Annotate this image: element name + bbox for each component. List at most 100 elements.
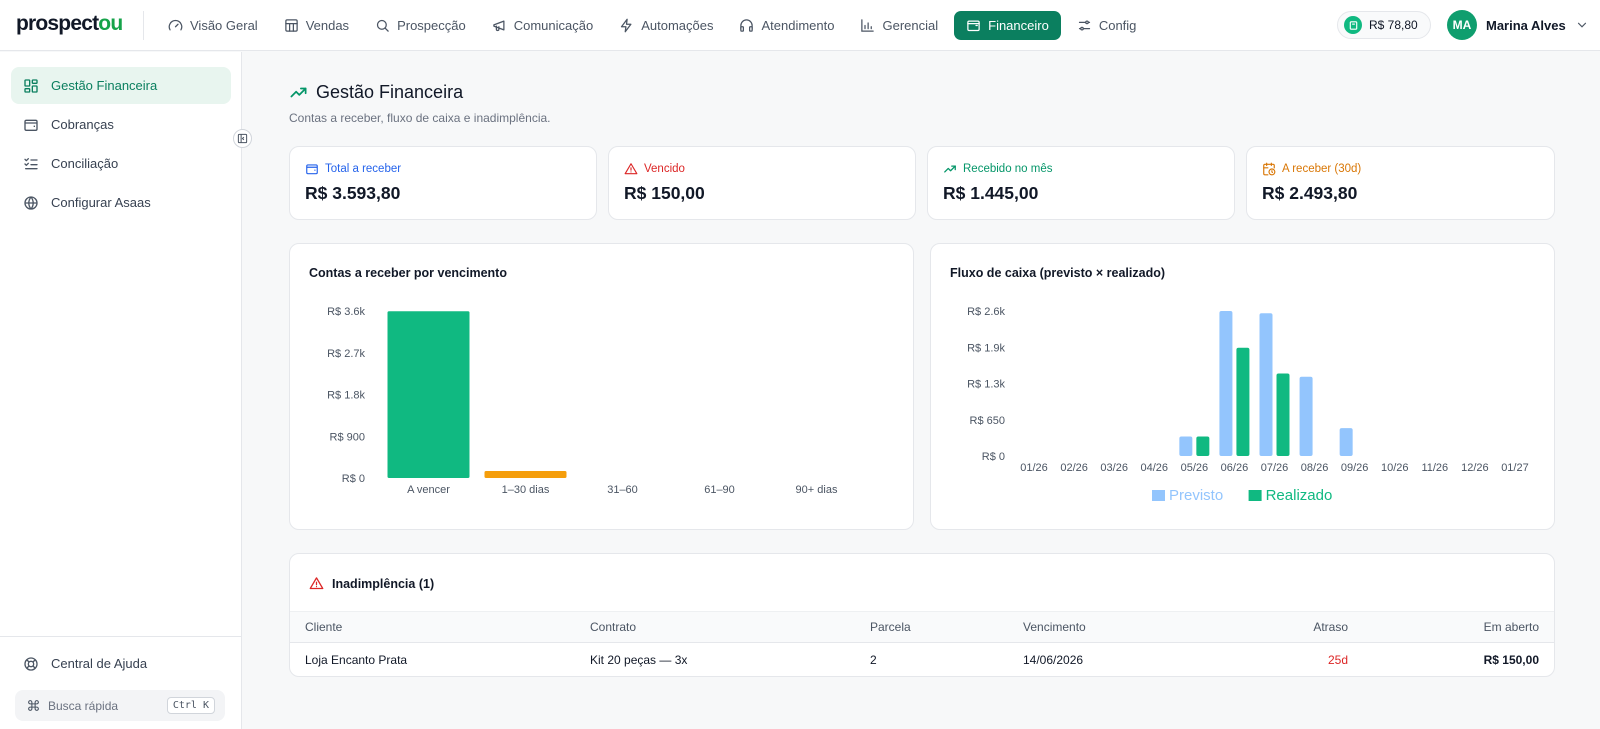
nav-item-gerencial[interactable]: Gerencial xyxy=(850,11,948,40)
sidebar-item-gestao-financeira[interactable]: Gestão Financeira xyxy=(11,67,231,104)
nav-item-automacoes[interactable]: Automações xyxy=(609,11,723,40)
stat-label: A receber (30d) xyxy=(1262,162,1361,176)
chevron-down-icon xyxy=(1577,22,1586,28)
store-icon xyxy=(284,19,298,32)
cell-parcela: 2 xyxy=(870,652,877,667)
column-header-em-aberto[interactable]: Em aberto xyxy=(1483,620,1539,634)
stat-value: R$ 1.445,00 xyxy=(943,183,1039,203)
x-tick-label: 02/26 xyxy=(1060,462,1088,474)
bar-realizado xyxy=(1236,347,1250,456)
user-name: Marina Alves xyxy=(1486,17,1566,33)
trending-up-icon xyxy=(290,87,307,98)
stat-label: Total a receber xyxy=(305,162,401,176)
nav-item-label: Comunicação xyxy=(513,18,594,33)
quick-search-button[interactable]: Busca rápida Ctrl K xyxy=(15,690,225,721)
x-tick-label: 31–60 xyxy=(607,484,638,496)
command-icon xyxy=(28,700,39,711)
nav-item-atendimento[interactable]: Atendimento xyxy=(729,11,844,40)
stat-label-text: A receber (30d) xyxy=(1282,163,1362,175)
column-header-contrato[interactable]: Contrato xyxy=(590,620,637,634)
legend-swatch xyxy=(1248,490,1262,501)
nav-item-config[interactable]: Config xyxy=(1067,11,1147,40)
wallet-icon xyxy=(306,164,318,175)
sidebar-item-label: Configurar Asaas xyxy=(51,195,151,210)
sliders-icon xyxy=(1078,20,1090,31)
stat-card-total-a-receber: Total a receber R$ 3.593,80 xyxy=(289,146,597,220)
delinquency-title: Inadimplência (1) xyxy=(309,576,434,591)
bar xyxy=(387,311,470,478)
logo-text: prospect xyxy=(16,12,99,35)
bar-realizado xyxy=(1196,436,1210,456)
cell-cliente: Loja Encanto Prata xyxy=(305,652,408,667)
nav-item-label: Automações xyxy=(641,18,714,33)
balance-value: R$ 78,80 xyxy=(1369,18,1418,32)
cell-vencimento: 14/06/2026 xyxy=(1023,652,1084,667)
app-logo[interactable]: prospectou xyxy=(16,12,123,36)
x-tick-label: 11/26 xyxy=(1421,462,1448,474)
column-header-cliente[interactable]: Cliente xyxy=(305,620,343,634)
nav-item-prospeccao[interactable]: Prospecção xyxy=(365,11,476,40)
globe-icon xyxy=(24,195,38,210)
credit-balance[interactable]: R$ 78,80 xyxy=(1337,11,1431,39)
x-tick-label: 05/26 xyxy=(1181,462,1209,474)
bar-realizado xyxy=(1276,373,1290,456)
zap-icon xyxy=(621,18,632,33)
quick-search-label: Busca rápida xyxy=(48,698,119,713)
logo-divider xyxy=(143,11,144,40)
y-tick-label: R$ 3.6k xyxy=(327,306,365,318)
sidebar-item-conciliacao[interactable]: Conciliação xyxy=(11,145,231,182)
x-tick-label: A vencer xyxy=(407,484,450,496)
alert-triangle-icon xyxy=(309,577,324,590)
nav-item-financeiro[interactable]: Financeiro xyxy=(954,11,1061,40)
table-row[interactable]: Loja Encanto Prata Kit 20 peças — 3x 2 1… xyxy=(290,643,1554,676)
bar-previsto xyxy=(1259,313,1273,456)
cash-flow-bar-chart: R$ 0 R$ 650 R$ 1.3k R$ 1.9k R$ 2.6k 01/26 02/2… xyxy=(967,306,1529,504)
y-tick-label: R$ 0 xyxy=(982,451,1005,463)
stat-card-recebido-no-mes: Recebido no mês R$ 1.445,00 xyxy=(927,146,1235,220)
page-title-text: Gestão Financeira xyxy=(316,82,464,102)
page-subtitle: Contas a receber, fluxo de caixa e inadi… xyxy=(289,111,551,125)
column-header-parcela[interactable]: Parcela xyxy=(870,620,911,634)
stat-card-a-receber-30d: A receber (30d) R$ 2.493,80 xyxy=(1246,146,1555,220)
column-header-atraso[interactable]: Atraso xyxy=(1313,620,1348,634)
user-menu[interactable]: MA Marina Alves xyxy=(1447,10,1589,40)
wallet-icon xyxy=(967,20,980,32)
chart-title: Fluxo de caixa (previsto × realizado) xyxy=(950,266,1166,280)
legend-label: Previsto xyxy=(1169,487,1223,504)
main-nav: Visão Geral Vendas Prospecção Comunicaçã… xyxy=(158,11,1152,40)
receivables-bar-chart: R$ 0 R$ 900 R$ 1.8k R$ 2.7k R$ 3.6k A vencer 1… xyxy=(327,306,838,496)
sidebar-item-cobrancas[interactable]: Cobranças xyxy=(11,106,231,143)
sidebar-item-configurar-asaas[interactable]: Configurar Asaas xyxy=(11,184,231,221)
nav-item-vendas[interactable]: Vendas xyxy=(274,11,359,40)
column-header-vencimento[interactable]: Vencimento xyxy=(1023,620,1086,634)
x-tick-label: 10/26 xyxy=(1381,462,1409,474)
x-tick-label: 12/26 xyxy=(1461,462,1489,474)
x-tick-label: 03/26 xyxy=(1100,462,1128,474)
nav-item-comunicacao[interactable]: Comunicação xyxy=(482,11,604,40)
legend-swatch xyxy=(1152,490,1165,501)
stat-card-vencido: Vencido R$ 150,00 xyxy=(608,146,916,220)
nav-item-label: Prospecção xyxy=(397,18,466,33)
page-header: Gestão Financeira Contas a receber, flux… xyxy=(289,82,551,125)
stat-value: R$ 2.493,80 xyxy=(1262,183,1358,203)
table-header-row: Cliente Contrato Parcela Vencimento Atra… xyxy=(290,611,1554,643)
bar-previsto xyxy=(1339,428,1353,456)
keyboard-shortcut: Ctrl K xyxy=(166,697,215,714)
nav-item-label: Financeiro xyxy=(988,18,1049,33)
megaphone-icon xyxy=(492,20,505,32)
stat-label-text: Vencido xyxy=(644,163,685,175)
alert-triangle-icon xyxy=(624,163,638,175)
top-navigation-bar: prospectou Visão Geral Vendas Prospecção… xyxy=(0,0,1600,51)
trending-up-icon xyxy=(944,165,956,173)
nav-item-visao-geral[interactable]: Visão Geral xyxy=(158,11,268,40)
y-tick-label: R$ 1.9k xyxy=(967,342,1005,354)
y-tick-label: R$ 2.7k xyxy=(327,348,365,360)
calendar-clock-icon xyxy=(1263,162,1276,176)
cell-contrato: Kit 20 peças — 3x xyxy=(590,652,688,667)
help-center-link[interactable]: Central de Ajuda xyxy=(11,645,231,682)
x-tick-label: 07/26 xyxy=(1261,462,1289,474)
sidebar-collapse-button[interactable] xyxy=(233,129,252,148)
y-tick-label: R$ 1.3k xyxy=(967,379,1005,391)
gauge-icon xyxy=(168,19,183,31)
x-tick-label: 09/26 xyxy=(1341,462,1369,474)
